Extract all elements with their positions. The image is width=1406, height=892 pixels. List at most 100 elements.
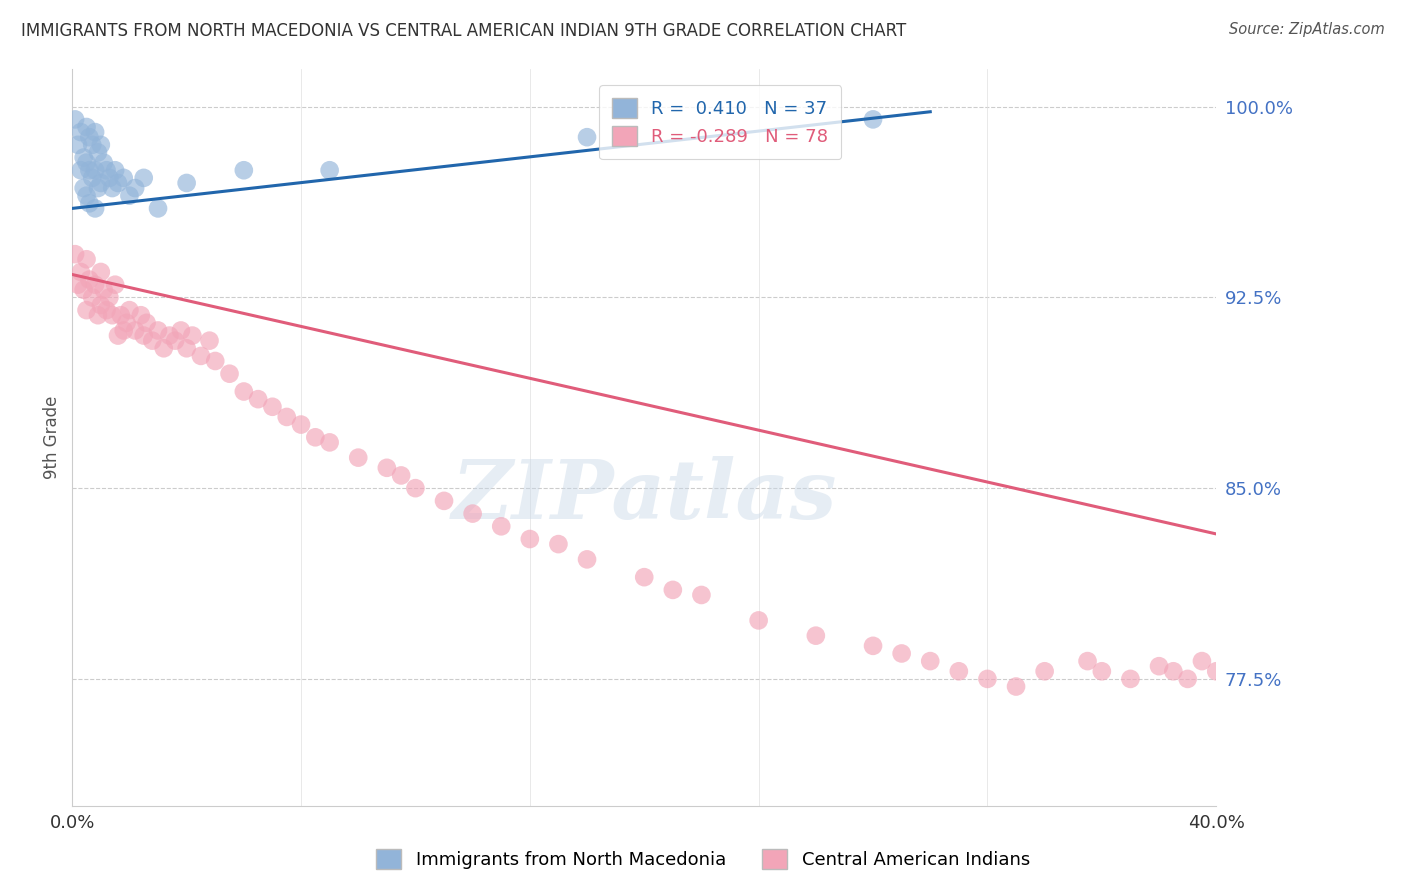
Point [146, 323, 169, 337]
Point [318, 435, 340, 450]
Point [948, 665, 970, 679]
Point [87, 308, 110, 322]
Point [87, 181, 110, 195]
Point [176, 176, 198, 190]
Point [63, 112, 86, 127]
Point [132, 170, 155, 185]
Point [79, 163, 101, 178]
Point [862, 639, 884, 653]
Point [190, 349, 212, 363]
Point [96, 163, 118, 178]
Point [1147, 659, 1170, 673]
Text: IMMIGRANTS FROM NORTH MACEDONIA VS CENTRAL AMERICAN INDIAN 9TH GRADE CORRELATION: IMMIGRANTS FROM NORTH MACEDONIA VS CENTR… [21, 22, 907, 40]
Point [1077, 654, 1099, 668]
Point [165, 334, 187, 348]
Point [1233, 680, 1256, 694]
Point [1033, 665, 1056, 679]
Point [76, 252, 98, 267]
Point [84, 202, 107, 216]
Point [82, 137, 104, 152]
Point [576, 130, 599, 145]
Point [276, 409, 298, 424]
Point [104, 163, 127, 178]
Point [124, 181, 146, 195]
Point [76, 155, 98, 169]
Point [804, 629, 827, 643]
Point [1263, 532, 1285, 546]
Point [152, 341, 174, 355]
Point [90, 298, 112, 312]
Point [84, 163, 107, 178]
Point [93, 155, 115, 169]
Point [404, 481, 426, 495]
Point [1177, 672, 1199, 686]
Point [107, 176, 129, 190]
Point [920, 654, 942, 668]
Point [107, 328, 129, 343]
Point [204, 354, 226, 368]
Point [1219, 672, 1241, 686]
Point [132, 328, 155, 343]
Point [96, 303, 118, 318]
Point [93, 283, 115, 297]
Point [101, 308, 124, 322]
Point [218, 367, 240, 381]
Legend: Immigrants from North Macedonia, Central American Indians: Immigrants from North Macedonia, Central… [367, 839, 1039, 879]
Point [73, 151, 96, 165]
Point [576, 552, 599, 566]
Point [135, 316, 157, 330]
Point [262, 400, 284, 414]
Point [76, 120, 98, 134]
Legend: R =  0.410   N = 37, R = -0.289   N = 78: R = 0.410 N = 37, R = -0.289 N = 78 [599, 85, 841, 159]
Point [662, 582, 685, 597]
Point [66, 137, 89, 152]
Point [129, 308, 152, 322]
Point [79, 272, 101, 286]
Point [433, 494, 456, 508]
Point [347, 450, 370, 465]
Point [862, 112, 884, 127]
Point [66, 277, 89, 292]
Point [98, 290, 121, 304]
Point [690, 588, 713, 602]
Point [87, 145, 110, 160]
Point [1205, 665, 1227, 679]
Point [633, 570, 655, 584]
Point [118, 303, 141, 318]
Point [318, 163, 340, 178]
Point [141, 334, 163, 348]
Point [118, 188, 141, 202]
Point [1119, 672, 1142, 686]
Point [146, 202, 169, 216]
Point [1091, 665, 1114, 679]
Point [84, 125, 107, 139]
Point [247, 392, 270, 406]
Point [73, 283, 96, 297]
Point [76, 188, 98, 202]
Point [890, 647, 912, 661]
Point [69, 125, 91, 139]
Point [181, 328, 204, 343]
Point [1163, 665, 1185, 679]
Point [90, 137, 112, 152]
Point [90, 265, 112, 279]
Point [76, 303, 98, 318]
Point [112, 170, 135, 185]
Point [79, 196, 101, 211]
Text: Source: ZipAtlas.com: Source: ZipAtlas.com [1229, 22, 1385, 37]
Point [1191, 654, 1213, 668]
Point [84, 277, 107, 292]
Point [198, 334, 221, 348]
Y-axis label: 9th Grade: 9th Grade [44, 396, 60, 479]
Point [1005, 680, 1028, 694]
Point [304, 430, 326, 444]
Point [115, 316, 138, 330]
Point [375, 460, 398, 475]
Point [489, 519, 512, 533]
Point [69, 265, 91, 279]
Point [82, 290, 104, 304]
Point [547, 537, 569, 551]
Point [976, 672, 998, 686]
Point [110, 308, 132, 322]
Text: ZIPatlas: ZIPatlas [451, 457, 837, 536]
